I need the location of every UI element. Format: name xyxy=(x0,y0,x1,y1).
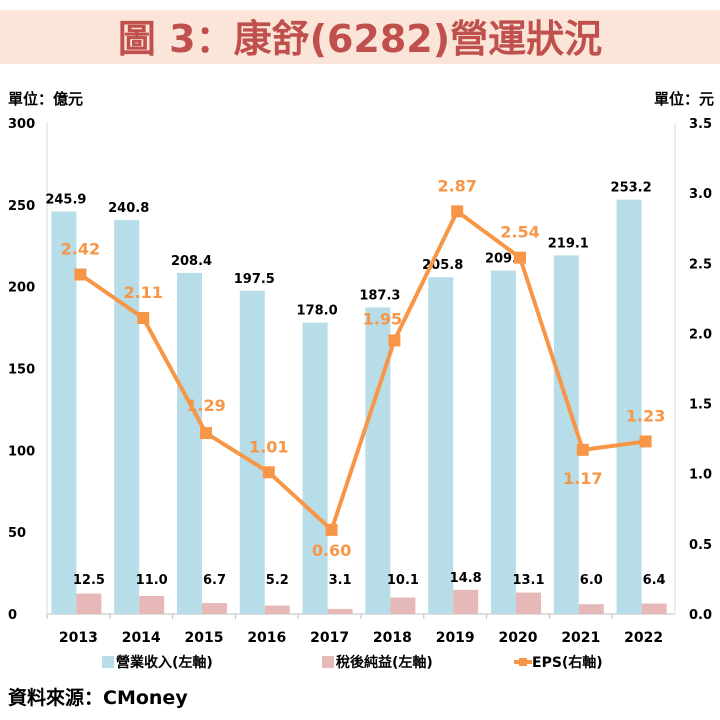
profit-data-label: 6.4 xyxy=(643,573,666,588)
profit-data-label: 6.7 xyxy=(203,573,226,588)
source-note: 資料來源：CMoney xyxy=(8,686,188,709)
eps-data-label: 1.95 xyxy=(363,309,402,328)
title-background xyxy=(0,10,720,64)
revenue-bar xyxy=(51,211,77,614)
x-tick-label: 2017 xyxy=(310,630,349,646)
legend-eps-label: EPS(右軸) xyxy=(532,654,603,671)
x-tick-label: 2020 xyxy=(499,630,538,646)
eps-marker xyxy=(74,268,87,281)
profit-data-label: 11.0 xyxy=(136,573,168,588)
legend-profit-label: 稅後純益(左軸) xyxy=(336,654,433,671)
eps-data-label: 2.87 xyxy=(437,176,476,195)
eps-marker xyxy=(514,251,526,264)
eps-marker xyxy=(639,435,652,448)
revenue-bar xyxy=(302,322,328,614)
chart-title: 圖 3：康舒(6282)營運狀況 xyxy=(118,17,602,61)
x-tick-label: 2014 xyxy=(122,630,161,646)
eps-data-label: 1.29 xyxy=(186,396,225,415)
left-tick-label: 250 xyxy=(8,199,35,214)
profit-bar xyxy=(202,603,227,614)
legend-eps-marker xyxy=(519,658,527,666)
profit-data-label: 13.1 xyxy=(512,573,544,588)
profit-bar xyxy=(327,608,353,614)
eps-marker xyxy=(576,443,589,456)
profit-bar xyxy=(641,603,667,614)
right-axis-unit: 單位：元 xyxy=(654,90,714,108)
eps-data-label: 2.54 xyxy=(500,223,539,242)
profit-data-label: 10.1 xyxy=(387,573,419,588)
revenue-data-label: 197.5 xyxy=(234,272,275,287)
revenue-data-label: 208.4 xyxy=(171,254,212,269)
revenue-bar xyxy=(177,272,202,614)
profit-bar xyxy=(516,592,541,614)
revenue-data-label: 253.2 xyxy=(611,181,652,196)
left-tick-label: 0 xyxy=(8,608,17,623)
right-tick-label: 1.0 xyxy=(689,468,712,483)
profit-bar xyxy=(578,604,604,614)
left-tick-label: 100 xyxy=(8,444,35,459)
x-tick-label: 2019 xyxy=(436,630,475,646)
revenue-data-label: 219.1 xyxy=(548,236,589,251)
x-tick-label: 2015 xyxy=(185,630,224,646)
left-tick-label: 300 xyxy=(8,117,35,132)
right-tick-label: 2.0 xyxy=(689,327,712,342)
right-tick-label: 3.0 xyxy=(689,187,712,202)
eps-marker xyxy=(137,311,150,324)
right-tick-label: 0.0 xyxy=(689,608,712,623)
eps-marker xyxy=(388,334,401,347)
right-tick-label: 3.5 xyxy=(689,117,712,132)
profit-bar xyxy=(76,593,102,614)
eps-data-label: 2.42 xyxy=(61,240,100,259)
left-axis-unit: 單位：億元 xyxy=(8,90,83,108)
legend-revenue-swatch xyxy=(102,656,114,668)
profit-bar xyxy=(139,595,165,614)
profit-data-label: 6.0 xyxy=(580,573,603,588)
profit-bar xyxy=(390,597,416,614)
revenue-data-label: 178.0 xyxy=(297,304,338,319)
revenue-data-label: 245.9 xyxy=(45,193,86,208)
legend-revenue-label: 營業收入(左軸) xyxy=(116,654,213,671)
revenue-data-label: 240.8 xyxy=(108,201,149,216)
revenue-bar xyxy=(616,199,642,614)
profit-bar xyxy=(453,589,479,614)
eps-data-label: 1.23 xyxy=(626,406,665,425)
legend-profit-swatch xyxy=(322,656,334,668)
right-tick-label: 1.5 xyxy=(689,398,712,413)
revenue-data-label: 187.3 xyxy=(359,288,400,303)
eps-data-label: 0.60 xyxy=(312,541,351,560)
left-tick-label: 50 xyxy=(8,526,26,541)
eps-data-label: 2.11 xyxy=(123,283,162,302)
x-tick-label: 2021 xyxy=(561,630,600,646)
revenue-bar xyxy=(114,219,140,614)
profit-bar xyxy=(264,605,290,614)
x-tick-label: 2018 xyxy=(373,630,412,646)
eps-marker xyxy=(325,523,338,536)
eps-data-label: 1.01 xyxy=(249,437,288,456)
revenue-bar xyxy=(239,290,265,614)
eps-marker xyxy=(200,427,212,440)
right-tick-label: 0.5 xyxy=(689,538,712,553)
revenue-bar xyxy=(365,307,391,614)
profit-data-label: 12.5 xyxy=(73,573,105,588)
revenue-bar xyxy=(553,255,579,615)
profit-data-label: 3.1 xyxy=(329,573,352,588)
eps-marker xyxy=(262,466,275,479)
left-tick-label: 200 xyxy=(8,281,35,296)
x-tick-label: 2016 xyxy=(247,630,286,646)
x-tick-label: 2022 xyxy=(624,630,663,646)
right-tick-label: 2.5 xyxy=(689,257,712,272)
eps-data-label: 1.17 xyxy=(563,469,602,488)
eps-line xyxy=(79,208,646,534)
profit-data-label: 5.2 xyxy=(266,573,289,588)
left-tick-label: 150 xyxy=(8,363,35,378)
profit-data-label: 14.8 xyxy=(450,571,482,586)
x-tick-label: 2013 xyxy=(59,630,98,646)
eps-marker xyxy=(451,205,464,218)
revenue-bar xyxy=(428,277,454,614)
revenue-bar xyxy=(491,270,516,614)
